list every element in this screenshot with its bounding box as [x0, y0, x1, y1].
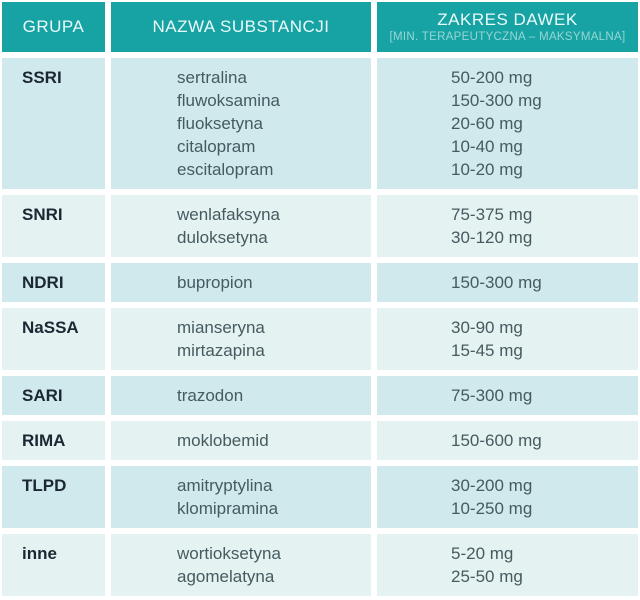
substance-cell: wortioksetyna agomelatyna: [111, 534, 371, 596]
substance-cell: wenlafaksyna duloksetyna: [111, 195, 371, 257]
substance-name: moklobemid: [177, 431, 269, 450]
header-grupa: GRUPA: [2, 2, 105, 52]
dose-range: 20-60 mg: [451, 114, 523, 133]
substance-name: escitalopram: [177, 160, 274, 179]
group-cell: TLPD: [2, 466, 105, 528]
dose-range: 30-90 mg: [451, 318, 523, 337]
group-cell-label: NDRI: [22, 273, 64, 292]
group-cell: SARI: [2, 376, 105, 415]
dose-cell: 30-90 mg 15-45 mg: [377, 308, 638, 370]
substance-cell: sertralina fluwoksamina fluoksetyna citalop…: [111, 58, 371, 189]
substance-name: klomipramina: [177, 499, 279, 518]
group-cell-label: inne: [22, 544, 57, 563]
dose-range: 10-20 mg: [451, 160, 523, 179]
group-cell-label: NaSSA: [22, 318, 79, 337]
header-grupa-label: GRUPA: [22, 17, 85, 36]
header-nazwa-substancji: NAZWA SUBSTANCJI: [111, 2, 371, 52]
group-cell: NDRI: [2, 263, 105, 302]
substance-name: trazodon: [177, 386, 244, 405]
dose-cell: 75-375 mg 30-120 mg: [377, 195, 638, 257]
dose-range: 10-40 mg: [451, 137, 523, 156]
substance-name: amitryptylina: [177, 476, 273, 495]
group-cell-label: SSRI: [22, 68, 62, 87]
group-cell-label: SNRI: [22, 205, 63, 224]
dose-range: 150-300 mg: [451, 91, 542, 110]
table-row: inne wortioksetyna agomelatyna 5-20 mg 25-…: [2, 534, 638, 596]
header-zakres-dawek-label: ZAKRES DAWEK: [437, 10, 578, 29]
substance-name: mirtazapina: [177, 341, 265, 360]
dose-range: 15-45 mg: [451, 341, 523, 360]
table-row: TLPD amitryptylina klomipramina 30-200 mg…: [2, 466, 638, 528]
substance-name: citalopram: [177, 137, 256, 156]
table-row: SNRI wenlafaksyna duloksetyna 75-375 mg 30…: [2, 195, 638, 257]
substance-name: fluwoksamina: [177, 91, 280, 110]
table-row: RIMA moklobemid 150-600 mg: [2, 421, 638, 460]
dose-cell: 150-300 mg: [377, 263, 638, 302]
table-row: SARI trazodon 75-300 mg: [2, 376, 638, 415]
substance-cell: trazodon: [111, 376, 371, 415]
substance-cell: amitryptylina klomipramina: [111, 466, 371, 528]
dose-cell: 150-600 mg: [377, 421, 638, 460]
group-cell-label: RIMA: [22, 431, 66, 450]
substance-name: agomelatyna: [177, 567, 275, 586]
dose-range: 75-375 mg: [451, 205, 533, 224]
table-row: NDRI bupropion 150-300 mg: [2, 263, 638, 302]
dose-range: 30-120 mg: [451, 228, 533, 247]
substance-cell: mianseryna mirtazapina: [111, 308, 371, 370]
dose-cell: 30-200 mg 10-250 mg: [377, 466, 638, 528]
substance-name: fluoksetyna: [177, 114, 263, 133]
group-cell: RIMA: [2, 421, 105, 460]
substance-cell: moklobemid: [111, 421, 371, 460]
group-cell: SSRI: [2, 58, 105, 189]
group-cell: inne: [2, 534, 105, 596]
dose-range: 10-250 mg: [451, 499, 533, 518]
dose-range: 30-200 mg: [451, 476, 533, 495]
group-cell: NaSSA: [2, 308, 105, 370]
dose-range: 150-600 mg: [451, 431, 542, 450]
header-zakres-dawek: ZAKRES DAWEK [MIN. TERAPEUTYCZNA – MAKSY…: [377, 2, 638, 52]
dose-range: 50-200 mg: [451, 68, 533, 87]
substance-name: bupropion: [177, 273, 253, 292]
header-nazwa-substancji-label: NAZWA SUBSTANCJI: [152, 17, 330, 36]
header-zakres-dawek-sublabel: [MIN. TERAPEUTYCZNA – MAKSYMALNA]: [389, 31, 626, 43]
dose-cell: 75-300 mg: [377, 376, 638, 415]
group-cell-label: SARI: [22, 386, 63, 405]
table-row: NaSSA mianseryna mirtazapina 30-90 mg 15-4…: [2, 308, 638, 370]
dose-range: 150-300 mg: [451, 273, 542, 292]
table-row: SSRI sertralina fluwoksamina fluoksetyna ci…: [2, 58, 638, 189]
substance-name: duloksetyna: [177, 228, 268, 247]
group-cell: SNRI: [2, 195, 105, 257]
table-header: GRUPA NAZWA SUBSTANCJI ZAKRES DAWEK [MIN…: [2, 2, 638, 52]
substance-name: wortioksetyna: [177, 544, 281, 563]
dose-cell: 50-200 mg 150-300 mg 20-60 mg 10-40 mg 10-20…: [377, 58, 638, 189]
dose-range: 25-50 mg: [451, 567, 523, 586]
substance-name: mianseryna: [177, 318, 265, 337]
group-cell-label: TLPD: [22, 476, 67, 495]
dose-range: 75-300 mg: [451, 386, 533, 405]
substance-cell: bupropion: [111, 263, 371, 302]
dose-range: 5-20 mg: [451, 544, 514, 563]
substance-name: sertralina: [177, 68, 247, 87]
dose-cell: 5-20 mg 25-50 mg: [377, 534, 638, 596]
substance-name: wenlafaksyna: [177, 205, 281, 224]
